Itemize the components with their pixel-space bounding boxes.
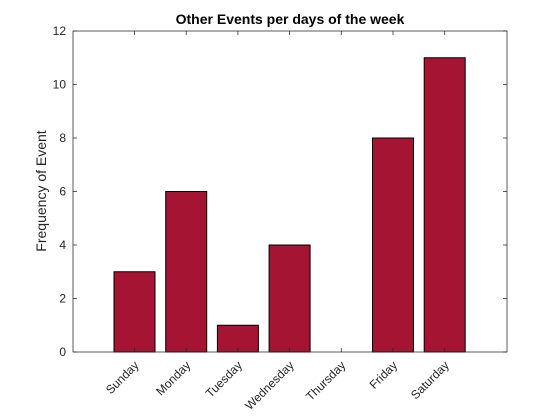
y-axis-label: Frequency of Event: [33, 130, 49, 252]
y-tick-label: 2: [59, 292, 66, 306]
y-tick-label: 0: [59, 345, 66, 359]
y-tick-label: 4: [59, 238, 66, 252]
y-tick-label: 8: [59, 131, 66, 145]
bar-monday: [165, 191, 208, 353]
bar-friday: [372, 137, 414, 353]
chart-title: Other Events per days of the week: [176, 11, 405, 27]
bars-layer: [113, 57, 466, 353]
y-tick-label: 10: [53, 78, 67, 92]
bar-sunday: [113, 271, 156, 353]
y-tick-label: 6: [59, 185, 66, 199]
bar-tuesday: [216, 324, 259, 353]
bar-wednesday: [268, 244, 311, 353]
plot-area-frame: [72, 30, 508, 353]
y-tick-label: 12: [53, 24, 67, 38]
bar-saturday: [423, 57, 466, 353]
y-axis-ticks: 0 2 4 6 8 10 12: [53, 24, 507, 359]
